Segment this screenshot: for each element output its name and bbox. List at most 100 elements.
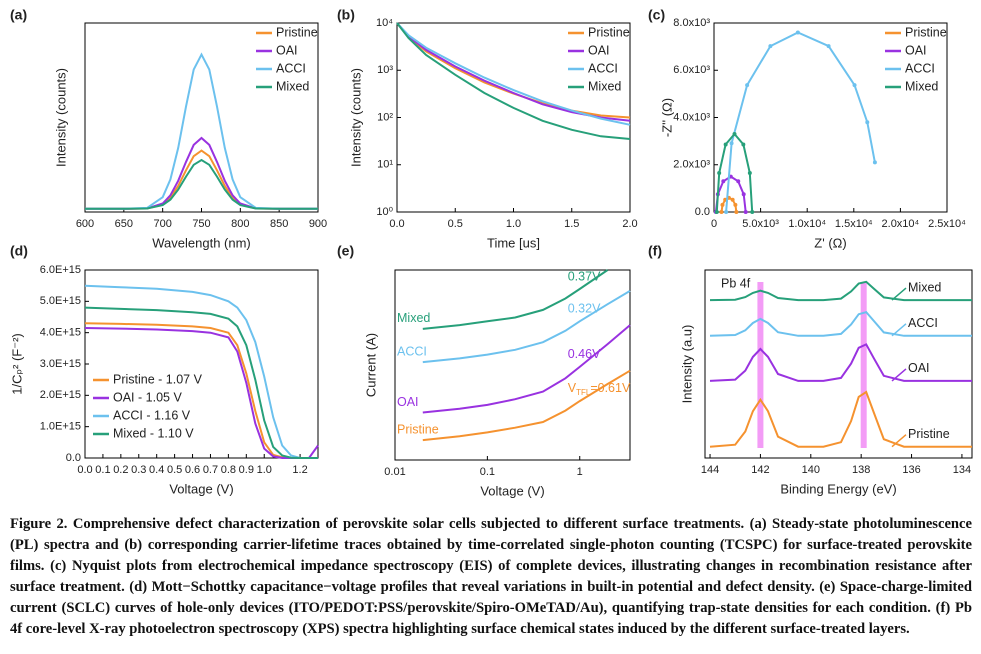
data-point [768,44,773,49]
y-axis-label: Intensity (counts) [53,68,68,167]
data-point [745,83,750,88]
x-tick-label: 0.2 [113,464,128,476]
x-tick-label: 0.5 [448,218,463,230]
data-point [721,179,726,184]
legend-label: Pristine - 1.07 V [113,372,203,386]
legend-label: ACCI [588,61,618,75]
x-tick-label: 0.01 [384,466,405,478]
series-line [422,369,631,442]
series-line [709,310,972,337]
x-tick-label: 900 [309,218,327,230]
data-point [723,142,728,147]
series-line [396,22,631,140]
panel-label: (b) [337,7,355,23]
data-point [736,179,741,184]
y-axis-label: -Z'' (Ω) [659,98,674,137]
panel-label: (a) [10,7,27,23]
series-line [85,158,318,210]
y-tick-label: 8.0x10³ [673,17,710,29]
y-tick-label: 10¹ [377,159,393,171]
x-tick-label: 750 [192,218,210,230]
legend-label: OAI [588,43,610,57]
y-tick-label: 5.0E+15 [40,295,81,307]
y-tick-label: 4.0x10³ [673,111,710,123]
legend-label: Mixed [276,79,309,93]
data-point [743,210,748,214]
data-point [741,192,746,197]
series-label: ACCI [397,344,427,358]
label-connector [891,323,907,337]
data-point [732,132,737,137]
x-tick-label: 0.0 [389,218,404,230]
x-tick-label: 0.5 [167,464,182,476]
y-tick-label: 10² [377,111,393,123]
series-label: Pristine [908,427,950,441]
series-line [85,52,318,210]
x-tick-label: 0.1 [480,466,495,478]
series-label: ACCI [908,316,938,330]
data-point [826,44,831,49]
x-tick-label: 136 [902,464,920,476]
y-tick-label: 2.0E+15 [40,389,81,401]
peak-label: Pb 4f [721,276,751,290]
legend-label: ACCI [905,61,935,75]
data-point [724,210,729,214]
data-point [865,120,870,125]
x-tick-label: 142 [751,464,769,476]
series-line [85,136,318,210]
data-point [717,171,722,176]
series-label: Mixed [908,280,941,294]
reference-band [860,282,867,448]
x-axis-label: Binding Energy (eV) [780,481,896,496]
series-line [422,324,631,414]
x-tick-label: 138 [852,464,870,476]
legend-label: Mixed - 1.10 V [113,426,194,440]
y-tick-label: 6.0E+15 [40,264,81,276]
annotation: VTFL=0.61V [568,381,631,397]
data-point [852,83,857,88]
series-line [422,290,631,364]
data-point [741,142,746,147]
x-tick-label: 1 [577,466,583,478]
legend-label: OAI [276,43,298,57]
legend-label: Pristine [588,25,630,39]
annotation-part: =0.61V [590,381,631,395]
legend-label: ACCI - 1.16 V [113,408,191,422]
caption: Figure 2. Comprehensive defect character… [10,514,972,640]
data-point [714,210,719,214]
x-tick-label: 1.0x10⁴ [788,218,826,230]
x-tick-label: 850 [270,218,288,230]
x-tick-label: 0.7 [203,464,218,476]
x-axis-label: Z' (Ω) [814,235,846,250]
x-axis-label: Time [us] [487,235,540,250]
x-tick-label: 0 [711,218,717,230]
annotation: 0.37V [568,269,601,283]
x-tick-label: 144 [701,464,719,476]
series-label: OAI [397,395,419,409]
panel-label: (f) [648,243,662,259]
data-point [719,210,724,214]
series-line [709,343,972,382]
annotation: 0.32V [568,302,601,316]
legend-label: ACCI [276,61,306,75]
x-tick-label: 0.4 [149,464,164,476]
caption-text: Comprehensive defect characterization of… [10,516,973,637]
x-tick-label: 0.8 [221,464,236,476]
series-label: Mixed [397,311,430,325]
label-connector [891,434,907,448]
x-tick-label: 5.0x10³ [742,218,779,230]
label-connector [891,368,907,382]
data-point [720,202,725,207]
x-tick-label: 800 [231,218,249,230]
legend-label: Pristine [905,25,947,39]
y-tick-label: 10⁴ [376,17,393,29]
y-tick-label: 4.0E+15 [40,327,81,339]
data-point [795,30,800,35]
data-point [733,202,738,207]
data-point [734,210,739,214]
panel-label: (e) [337,243,354,259]
y-axis-label: Intensity (counts) [348,68,363,167]
y-axis-label: Current (A) [363,333,378,397]
annotation: 0.46V [568,347,601,361]
